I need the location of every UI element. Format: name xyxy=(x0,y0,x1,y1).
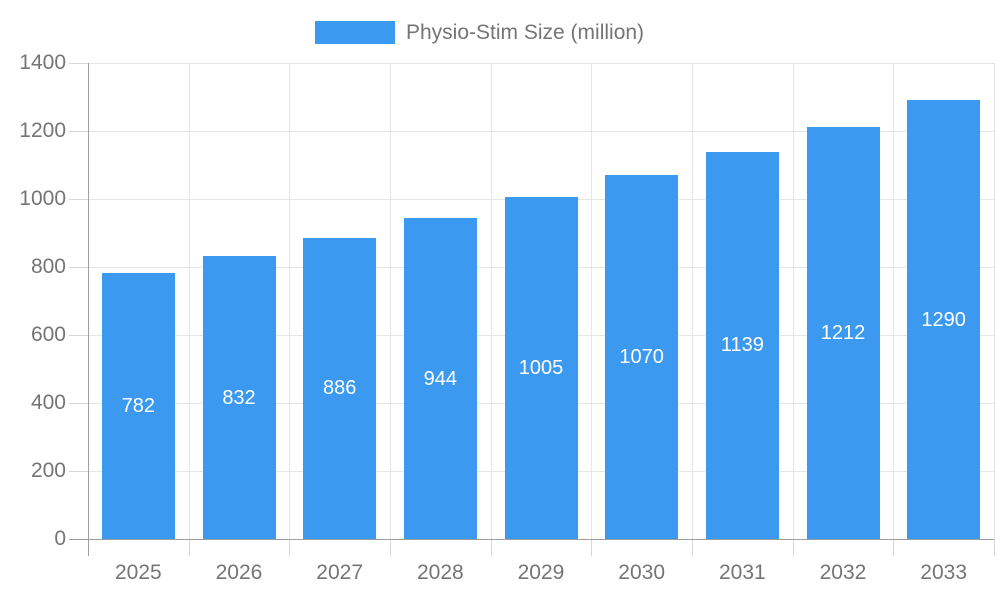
v-gridline xyxy=(994,63,995,539)
bar-value-label: 1070 xyxy=(619,346,664,369)
x-axis-tick xyxy=(792,539,794,556)
x-axis-tick xyxy=(591,539,593,556)
x-axis-label: 2029 xyxy=(517,561,565,584)
y-axis-label: 1000 xyxy=(19,187,66,210)
v-gridline xyxy=(490,63,492,539)
legend-label: Physio-Stim Size (million) xyxy=(406,20,645,44)
x-axis-label: 2026 xyxy=(215,561,263,584)
bar-value-label: 1290 xyxy=(921,308,966,331)
v-gridline xyxy=(188,63,190,539)
bar-value-label: 1005 xyxy=(518,357,564,380)
legend-swatch xyxy=(315,21,395,44)
y-axis-label: 400 xyxy=(30,391,66,414)
bar-value-label: 944 xyxy=(423,367,458,390)
bar-2033[interactable] xyxy=(907,100,981,539)
h-gridline xyxy=(88,63,994,64)
chart-legend[interactable]: Physio-Stim Size (million) xyxy=(315,20,644,45)
y-axis-label: 600 xyxy=(30,323,66,346)
x-axis-tick xyxy=(893,539,895,556)
y-axis-label: 800 xyxy=(30,255,66,278)
y-axis-tick xyxy=(69,403,88,404)
y-axis-line xyxy=(88,63,89,556)
v-gridline xyxy=(893,63,895,539)
x-axis-baseline xyxy=(69,539,994,540)
x-axis-tick xyxy=(289,539,291,556)
bar-2030[interactable] xyxy=(605,175,679,539)
x-axis-label: 2032 xyxy=(819,561,867,584)
v-gridline xyxy=(591,63,593,539)
y-axis-tick xyxy=(69,131,88,132)
v-gridline xyxy=(692,63,693,539)
y-axis-label: 200 xyxy=(30,459,66,482)
v-gridline xyxy=(289,63,291,539)
bar-2027[interactable] xyxy=(303,237,377,539)
x-axis-label: 2031 xyxy=(718,561,766,584)
bar-value-label: 782 xyxy=(121,395,156,418)
x-axis-tick xyxy=(490,539,492,556)
x-axis-label: 2030 xyxy=(618,561,666,584)
h-gridline xyxy=(88,131,994,132)
x-axis-label: 2025 xyxy=(114,561,162,584)
y-axis-tick xyxy=(69,471,88,472)
x-axis-label: 2027 xyxy=(316,561,364,584)
y-axis-tick xyxy=(69,63,88,64)
y-axis-tick xyxy=(69,199,88,200)
y-axis-tick xyxy=(69,267,88,268)
y-axis-label: 1200 xyxy=(19,119,66,142)
v-gridline xyxy=(792,63,794,539)
bar-value-label: 1139 xyxy=(720,334,764,357)
x-axis-tick xyxy=(188,539,190,556)
bar-2032[interactable] xyxy=(806,126,880,539)
y-axis-label: 1400 xyxy=(19,51,66,74)
bar-2026[interactable] xyxy=(202,256,276,539)
bar-value-label: 886 xyxy=(322,377,357,400)
v-gridline xyxy=(390,63,391,539)
bar-2031[interactable] xyxy=(705,151,779,539)
x-axis-label: 2033 xyxy=(920,561,968,584)
y-axis-label: 0 xyxy=(54,527,66,550)
bar-value-label: 1212 xyxy=(820,321,866,344)
x-axis-tick xyxy=(692,539,693,556)
y-axis-tick xyxy=(69,335,88,336)
x-axis-tick xyxy=(390,539,391,556)
bar-2025[interactable] xyxy=(101,273,175,539)
x-axis-tick xyxy=(994,539,995,556)
bar-2028[interactable] xyxy=(403,218,477,539)
bar-2029[interactable] xyxy=(504,197,578,539)
bar-value-label: 832 xyxy=(222,386,256,409)
x-axis-label: 2028 xyxy=(416,561,464,584)
